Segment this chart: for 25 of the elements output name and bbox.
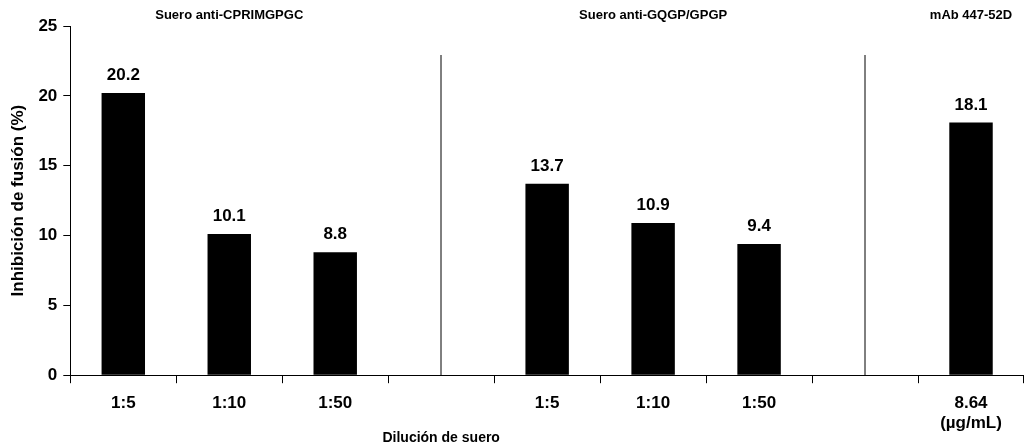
- x-tick-label: 8.64 (µg/mL): [940, 393, 1002, 433]
- y-tick-label: 20: [38, 85, 58, 105]
- data-label: 18.1: [954, 94, 988, 114]
- data-label: 20.2: [106, 65, 140, 85]
- text: Suero anti-GQGP/GPGP: [579, 6, 728, 22]
- x-tick-label: 1:50: [742, 393, 777, 413]
- data-label: 8.8: [323, 224, 348, 244]
- text: mAb 447-52D: [929, 6, 1013, 22]
- data-label: 10.9: [636, 195, 670, 215]
- y-tick-label: 25: [38, 15, 58, 35]
- y-tick-label: 5: [47, 295, 58, 315]
- x-tick-label: 1:10: [212, 393, 247, 413]
- data-label: 10.1: [212, 206, 246, 226]
- x-axis-title: Dilución de suero: [382, 429, 500, 445]
- y-tick-label: 15: [38, 155, 58, 175]
- x-tick-label: 1:5: [111, 393, 136, 413]
- x-tick-label: 1:5: [534, 393, 560, 413]
- x-tick-label: 1:10: [636, 393, 671, 413]
- text: Suero anti-CPRIMGPGC: [155, 6, 304, 22]
- data-label: 13.7: [530, 156, 564, 176]
- x-tick-label: 1:50: [318, 393, 353, 413]
- y-tick-label: 0: [47, 364, 58, 384]
- y-axis-title: Inhibición de fusión (%): [7, 104, 27, 297]
- y-tick-label: 10: [38, 225, 58, 245]
- data-label: 9.4: [747, 216, 772, 236]
